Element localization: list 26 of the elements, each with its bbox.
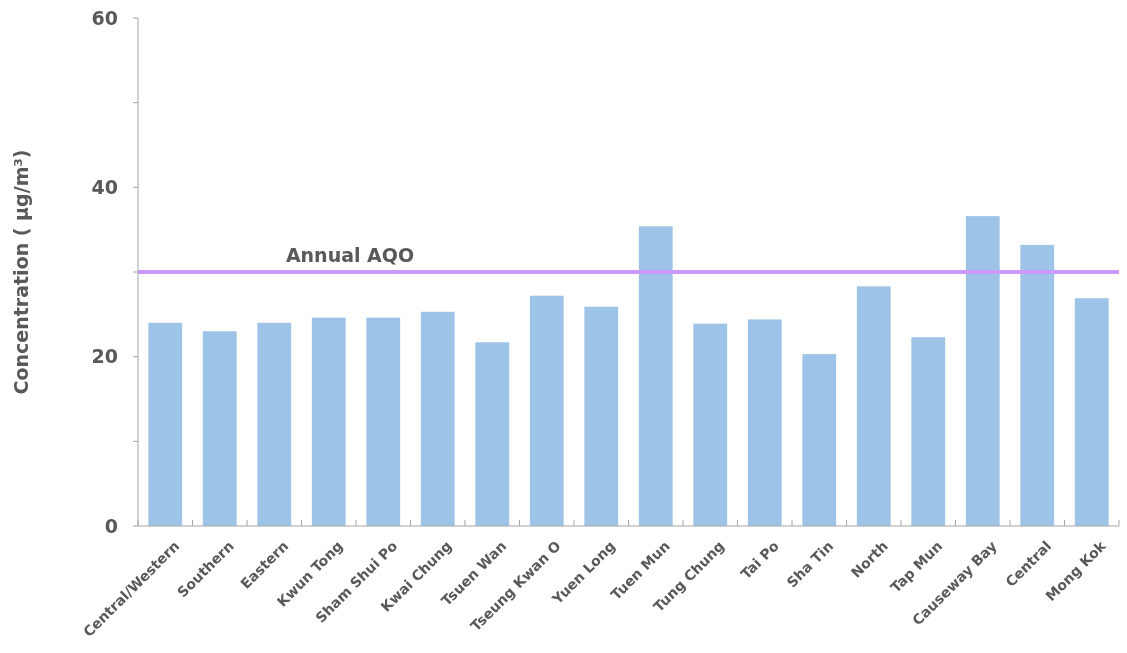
bar: [475, 342, 510, 526]
bar: [257, 322, 292, 526]
y-tick-label: 20: [91, 345, 118, 368]
bar: [529, 295, 564, 526]
bar: [148, 322, 183, 526]
y-tick-label: 40: [91, 175, 118, 198]
bar: [420, 311, 455, 526]
bar: [1020, 244, 1055, 526]
bar: [693, 323, 728, 526]
bar: [747, 319, 782, 526]
bar: [856, 286, 891, 526]
bar: [366, 317, 401, 526]
bar: [802, 354, 837, 526]
bar: [202, 331, 237, 526]
x-tick-label: Tai Po: [737, 537, 783, 583]
y-tick-label: 0: [104, 514, 118, 537]
bar: [911, 337, 946, 526]
ref-line-label: Annual AQO: [285, 244, 415, 266]
bar: [638, 226, 673, 526]
y-tick-label: 60: [91, 6, 118, 29]
x-tick-label: Sha Tin: [783, 537, 837, 591]
bar: [311, 317, 346, 526]
bar: [584, 306, 619, 526]
bar: [1074, 298, 1109, 526]
y-axis-title: Concentration ( μg/m³): [10, 149, 32, 395]
bar: [965, 216, 1000, 526]
